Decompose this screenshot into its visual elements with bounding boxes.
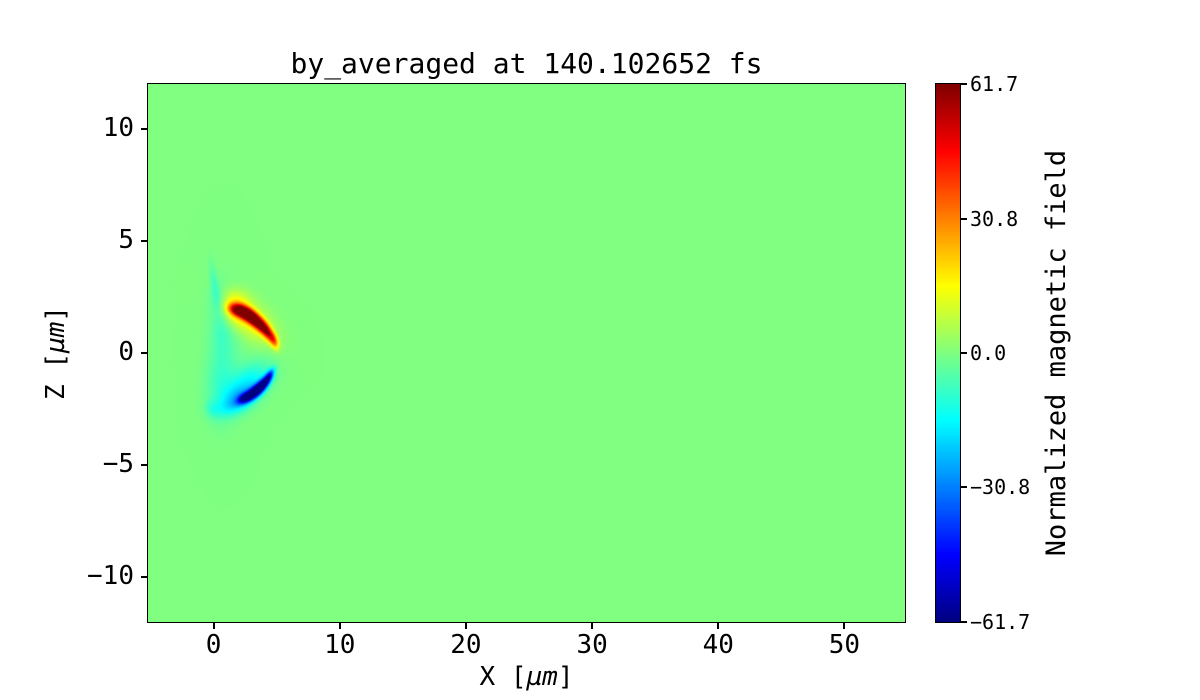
y-tick-label: 5 [118, 224, 134, 255]
x-axis-label-unit: µm [526, 662, 558, 692]
colorbar-canvas [935, 83, 961, 623]
colorbar-tick-label: −30.8 [970, 475, 1031, 500]
y-tick-label: −5 [102, 449, 134, 480]
x-tick-label: 10 [324, 630, 356, 660]
colorbar-tick-label: 30.8 [970, 206, 1019, 231]
colorbar-label: Normalized magnetic field [1041, 149, 1072, 557]
colorbar-tick-label: 61.7 [970, 72, 1019, 96]
x-axis-label-post: ] [557, 662, 574, 692]
colorbar-tick-label: −61.7 [970, 610, 1031, 634]
y-tick-label: −10 [87, 561, 134, 592]
x-tick-mark [591, 623, 594, 629]
heatmap-canvas [147, 83, 906, 623]
colorbar-tick-mark [961, 486, 967, 489]
x-axis-label: X [µm] [148, 663, 905, 691]
x-axis-label-pre: X [ [479, 662, 527, 692]
colorbar-tick-mark [961, 352, 967, 354]
colorbar-tick-label: 0.0 [970, 341, 1007, 365]
x-tick-label: 40 [702, 630, 734, 660]
y-axis-label-post: ] [41, 306, 71, 322]
colorbar-tick-mark [961, 621, 967, 623]
x-tick-mark [717, 623, 720, 629]
y-tick-label: 10 [102, 112, 134, 143]
x-tick-mark [464, 623, 467, 629]
y-tick-mark [141, 576, 147, 579]
y-tick-mark [141, 127, 147, 130]
y-tick-mark [141, 464, 147, 467]
y-tick-label: 0 [118, 337, 134, 367]
x-tick-mark [212, 623, 215, 629]
colorbar-tick-mark [961, 217, 967, 220]
x-tick-label: 0 [205, 630, 222, 660]
y-tick-mark [141, 352, 147, 354]
y-tick-mark [141, 239, 147, 242]
x-tick-mark [843, 623, 846, 629]
chart-title: by_averaged at 140.102652 fs [290, 47, 763, 80]
x-tick-label: 50 [828, 630, 861, 660]
x-tick-mark [338, 623, 341, 629]
x-tick-label: 30 [576, 630, 608, 660]
x-tick-label: 20 [450, 630, 482, 660]
colorbar-tick-mark [961, 83, 967, 85]
